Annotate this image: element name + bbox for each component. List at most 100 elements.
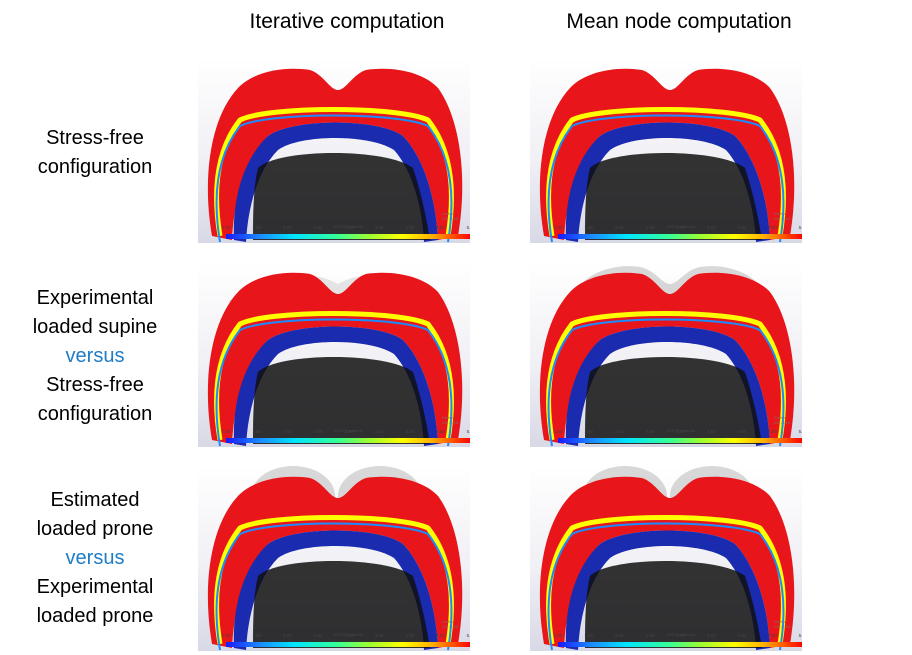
colorbar-gradient [226,642,470,647]
stress-band-inner [547,114,785,243]
colorbar-tick: 1.50 [584,225,594,230]
chest-wall-shadow [253,561,430,648]
breast-model-render [539,68,795,243]
colorbar-title: ANSYS material [666,224,695,229]
colorbar-tick: 2.00 [282,429,292,434]
colorbar-tick: 1.00 [553,429,563,434]
colorbar-tick: 3.00 [676,633,685,638]
row-label-line: Experimental [36,576,154,598]
colorbar-tick: 1.00 [553,633,563,638]
colorbar-tick: 3.00 [676,225,685,230]
row-label-line: Stress-free [46,127,144,149]
stress-band-inner [215,522,453,651]
colorbar-gradient [558,438,802,443]
colorbar: 1.00 1.50 2.00 2.50 3.00 3.50 4.00 4.50 5.00 ANSY… [222,632,470,647]
row-label-supine-vs-stress-free: Experimental loaded supine versus Stress… [5,284,185,429]
colorbar-tick: 2.50 [645,225,655,230]
colorbar: 1.00 1.50 2.00 2.50 3.00 3.50 4.00 4.50 5.00 ANSY… [554,224,802,239]
colorbar-tick: 3.50 [706,429,716,434]
row-label-line: configuration [37,403,153,425]
breast-model-render [207,68,463,243]
row-label-line: Stress-free [46,374,144,396]
stress-band [546,107,786,237]
column-header-iterative: Iterative computation [249,10,445,33]
colorbar-tick: 5.00 [798,225,802,230]
panel-mean-node-prone: 1.00 1.50 2.00 2.50 3.00 3.50 4.00 4.50 5.00 ANSY… [530,466,802,651]
colorbar-tick: 4.00 [737,429,747,434]
colorbar-tick: 5.00 [798,429,802,434]
colorbar: 1.00 1.50 2.00 2.50 3.00 3.50 4.00 4.50 5.00 ANSY… [222,428,470,443]
column-header-mean-node: Mean node computation [566,10,792,33]
watermark: Cmiss CG 2013 [441,211,458,221]
colorbar-tick: 3.50 [706,225,716,230]
row-label-line: loaded supine [32,316,158,338]
breast-model-render [207,272,463,447]
chest-wall-shadow [253,357,430,444]
row-label-line: loaded prone [36,605,154,627]
breast-model-render [539,466,795,651]
colorbar: 1.00 1.50 2.00 2.50 3.00 3.50 4.00 4.50 5.00 ANSY… [222,224,470,239]
colorbar-gradient [558,642,802,647]
colorbar-gradient [558,234,802,239]
row-label-line: configuration [37,156,153,178]
colorbar-tick: 5.00 [466,633,470,638]
chest-wall-shadow [253,153,430,240]
colorbar-tick: 2.00 [614,633,624,638]
colorbar-tick: 1.50 [584,633,594,638]
colorbar-tick: 3.00 [344,633,353,638]
row-label-stress-free: Stress-free configuration [5,124,185,182]
colorbar-tick: 4.00 [405,633,415,638]
colorbar-tick: 3.50 [706,633,716,638]
watermark: Cmiss CG 2013 [773,211,790,221]
colorbar-tick: 1.00 [221,429,231,434]
colorbar-tick: 3.50 [374,429,384,434]
stress-band [214,107,454,237]
colorbar-tick: 2.00 [282,225,292,230]
colorbar-tick: 4.00 [737,633,747,638]
colorbar-tick: 1.50 [252,225,262,230]
stress-band-inner [547,318,785,447]
stress-band [214,311,454,441]
stress-band [546,515,786,645]
chest-wall-shadow [585,357,762,444]
row-label-line: loaded prone [36,518,154,540]
watermark: Cmiss CG 2013 [773,619,790,629]
colorbar-tick: 4.00 [405,225,415,230]
stress-band-inner [215,318,453,447]
row-label-prone-vs-prone: Estimated loaded prone versus Experiment… [5,486,185,631]
colorbar-tick: 5.00 [466,429,470,434]
colorbar: 1.00 1.50 2.00 2.50 3.00 3.50 4.00 4.50 5.00 ANSY… [554,428,802,443]
panel-iterative-prone: 1.00 1.50 2.00 2.50 3.00 3.50 4.00 4.50 5.00 ANSY… [198,466,470,651]
colorbar-tick: 1.00 [221,225,231,230]
colorbar-title: ANSYS material [334,428,363,433]
colorbar-tick: 5.00 [798,633,802,638]
colorbar-gradient [226,234,470,239]
versus-label: versus [65,345,125,367]
colorbar-tick: 2.50 [313,633,323,638]
colorbar-tick: 2.50 [645,633,655,638]
versus-label: versus [65,547,125,569]
colorbar: 1.00 1.50 2.00 2.50 3.00 3.50 4.00 4.50 5.00 ANSY… [554,632,802,647]
colorbar-title: ANSYS material [666,632,695,637]
stress-band-inner [547,522,785,651]
colorbar-tick: 1.00 [221,633,231,638]
watermark: Cmiss CG 2013 [441,619,458,629]
colorbar-tick: 1.50 [252,429,262,434]
colorbar-tick: 2.00 [614,225,624,230]
colorbar-tick: 2.50 [645,429,655,434]
colorbar-tick: 4.50 [767,429,777,434]
row-label-line: Experimental [36,287,154,309]
breast-model-render [207,466,463,651]
chest-wall-shadow [585,561,762,648]
colorbar-tick: 2.50 [313,429,323,434]
panel-mean-node-supine: 1.00 1.50 2.00 2.50 3.00 3.50 4.00 4.50 5.00 ANSY… [530,262,802,447]
panel-mean-node-stress-free: 1.00 1.50 2.00 2.50 3.00 3.50 4.00 4.50 5.00 ANSY… [530,58,802,243]
colorbar-tick: 3.50 [374,633,384,638]
colorbar-gradient [226,438,470,443]
stress-band [214,515,454,645]
watermark: Cmiss CG 2013 [441,415,458,425]
row-label-line: Estimated [50,489,140,511]
colorbar-title: ANSYS material [334,632,363,637]
panel-iterative-stress-free: 1.00 1.50 2.00 2.50 3.00 3.50 4.00 4.50 5.00 ANSY… [198,58,470,243]
watermark: Cmiss CG 2013 [773,415,790,425]
